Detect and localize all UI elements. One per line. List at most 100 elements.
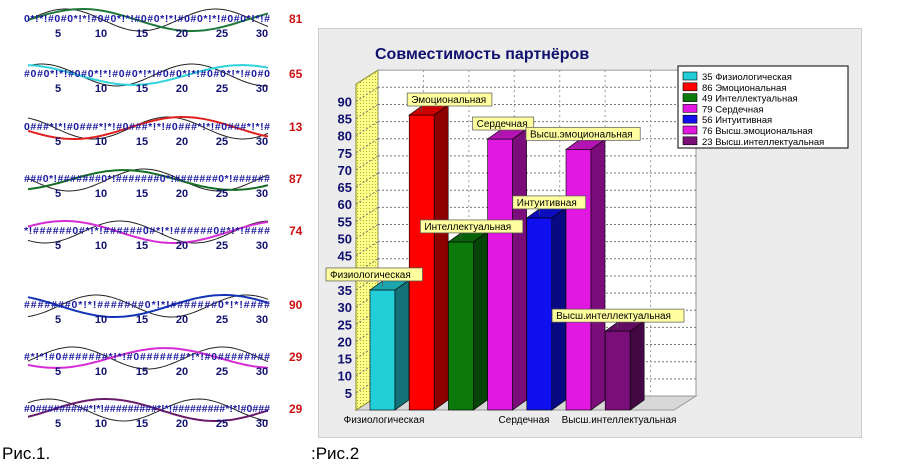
bar xyxy=(565,138,606,411)
rhythm-wave xyxy=(27,64,269,86)
rhythm-tick-label: 25 xyxy=(216,28,228,40)
y-tick-label: 35 xyxy=(338,283,352,298)
rhythm-pattern: 0*!*!#0#0*!*!#0#0*!*!#0#0*!*!#0#0*!*!#0#… xyxy=(24,13,270,25)
y-tick-label: 55 xyxy=(338,214,352,229)
legend-swatch xyxy=(682,104,698,113)
bar-label: Высш.эмоциональная xyxy=(530,129,633,140)
rhythm-tick-label: 30 xyxy=(256,418,268,430)
bar-side xyxy=(394,279,410,411)
rhythm-tick-label: 25 xyxy=(216,83,228,95)
bar-side xyxy=(512,128,527,411)
rhythm-value: 29 xyxy=(289,350,303,364)
legend-entry: 35 Физиологическая xyxy=(702,72,792,83)
y-tick-label: 80 xyxy=(338,129,352,144)
y-tick-label: 65 xyxy=(338,180,352,195)
rhythm-pattern: #0#########*!*!#########*!*!#########*!*… xyxy=(24,403,270,415)
y-tick-label: 25 xyxy=(338,317,352,332)
legend-swatch xyxy=(682,114,698,124)
rhythm-pattern: #*!*!#0#######*!*!#0#######*!*!#0#######… xyxy=(24,351,270,363)
y-tick-label: 5 xyxy=(345,386,352,401)
y-tick-label: 85 xyxy=(338,111,352,126)
rhythm-tick-label: 10 xyxy=(95,136,107,148)
rhythm-tick-label: 15 xyxy=(136,314,148,326)
rhythm-tick-label: 30 xyxy=(256,28,268,40)
rhythm-tick-label: 25 xyxy=(216,366,228,378)
legend-swatch xyxy=(682,136,698,146)
gridline xyxy=(355,172,379,188)
gridline xyxy=(355,138,379,154)
bar-side xyxy=(629,320,645,411)
rhythm-tick-label: 15 xyxy=(136,418,148,430)
y-tick-label: 30 xyxy=(338,300,352,315)
rhythm-row: 0*!*!#0#0*!*!#0#0*!*!#0#0*!*!#0#0*!*!#0#… xyxy=(24,8,303,40)
rhythm-wave xyxy=(27,169,269,191)
bar-label: Физиологическая xyxy=(330,270,411,281)
legend-swatch xyxy=(682,93,698,102)
rhythm-tick-label: 25 xyxy=(216,136,228,148)
bar-label: Интуитивная xyxy=(517,198,577,209)
y-tick-label: 50 xyxy=(338,232,352,247)
rhythm-wave-reference xyxy=(27,346,269,370)
rhythm-tick-label: 10 xyxy=(95,28,107,40)
bar-side xyxy=(433,104,449,411)
rhythm-tick-label: 30 xyxy=(256,366,268,378)
rhythm-tick-label: 20 xyxy=(176,314,188,326)
rhythm-tick-label: 15 xyxy=(136,28,148,40)
rhythm-tick-label: 10 xyxy=(95,83,107,95)
rhythm-tick-label: 5 xyxy=(55,28,61,40)
bar-side xyxy=(590,138,606,411)
legend-entry: 86 Эмоциональная xyxy=(702,83,786,94)
rhythm-row: #*!*!#0#######*!*!#0#######*!*!#0#######… xyxy=(24,346,303,378)
rhythm-tick-label: 5 xyxy=(55,83,61,95)
rhythm-tick-label: 5 xyxy=(55,418,61,430)
rhythm-pattern: ###0*!#######0*!#######0*!#######0*!####… xyxy=(24,173,270,185)
gridline xyxy=(355,241,379,257)
bar xyxy=(447,231,489,411)
y-tick-label: 15 xyxy=(338,352,352,367)
bar-label: Высш.интеллектуальная xyxy=(556,311,671,322)
rhythm-tick-label: 15 xyxy=(136,240,148,252)
x-tick-label: Сердечная xyxy=(499,415,550,426)
rhythm-wave xyxy=(27,294,269,318)
legend-entry: 76 Высш.эмоциональная xyxy=(702,126,813,137)
rhythm-tick-label: 5 xyxy=(55,240,61,252)
bar-callout-box xyxy=(512,195,587,210)
rhythm-tick-label: 25 xyxy=(216,314,228,326)
rhythm-row: 0###*!*!#0###*!*!#0###*!*!#0###*!*!#0###… xyxy=(24,116,303,148)
bar-front xyxy=(604,330,631,411)
legend-entry: 23 Высш.интеллектуальная xyxy=(702,137,824,148)
rhythm-tick-label: 20 xyxy=(176,83,188,95)
bar-label: Интеллектуальная xyxy=(424,222,511,233)
rhythm-value: 29 xyxy=(289,402,303,416)
rhythm-tick-label: 25 xyxy=(216,240,228,252)
rhythm-tick-label: 10 xyxy=(95,366,107,378)
chart-title: Совместимость партнёров xyxy=(375,46,589,63)
gridline xyxy=(355,189,379,205)
rhythm-tick-label: 15 xyxy=(136,83,148,95)
rhythm-value: 81 xyxy=(289,12,303,26)
x-tick-label: Физиологическая xyxy=(344,415,425,426)
rhythm-tick-label: 5 xyxy=(55,314,61,326)
legend-entry: 56 Интуитивная xyxy=(702,115,772,126)
gridline xyxy=(355,121,379,137)
rhythm-row: #0#########*!*!#########*!*!#########*!*… xyxy=(24,398,303,430)
bar-callout-box xyxy=(525,126,641,141)
rhythm-wave xyxy=(27,8,269,32)
rhythm-value: 65 xyxy=(289,67,303,81)
bar-callout-box xyxy=(325,267,423,282)
rhythm-value: 90 xyxy=(289,298,303,312)
gridline xyxy=(355,206,379,222)
bar-front xyxy=(369,289,396,411)
rhythm-tick-label: 15 xyxy=(136,188,148,200)
rhythm-tick-label: 20 xyxy=(176,418,188,430)
rhythm-tick-label: 20 xyxy=(176,240,188,252)
rhythm-tick-label: 30 xyxy=(256,188,268,200)
rhythm-wave xyxy=(27,398,269,422)
compatibility-chart: Совместимость партнёров 5101520253035404… xyxy=(318,28,862,438)
rhythm-wave-reference xyxy=(27,398,269,422)
y-tick-label: 70 xyxy=(338,163,352,178)
rhythm-tick-label: 30 xyxy=(256,136,268,148)
bar xyxy=(369,279,410,411)
rhythm-wave-reference xyxy=(27,220,269,244)
